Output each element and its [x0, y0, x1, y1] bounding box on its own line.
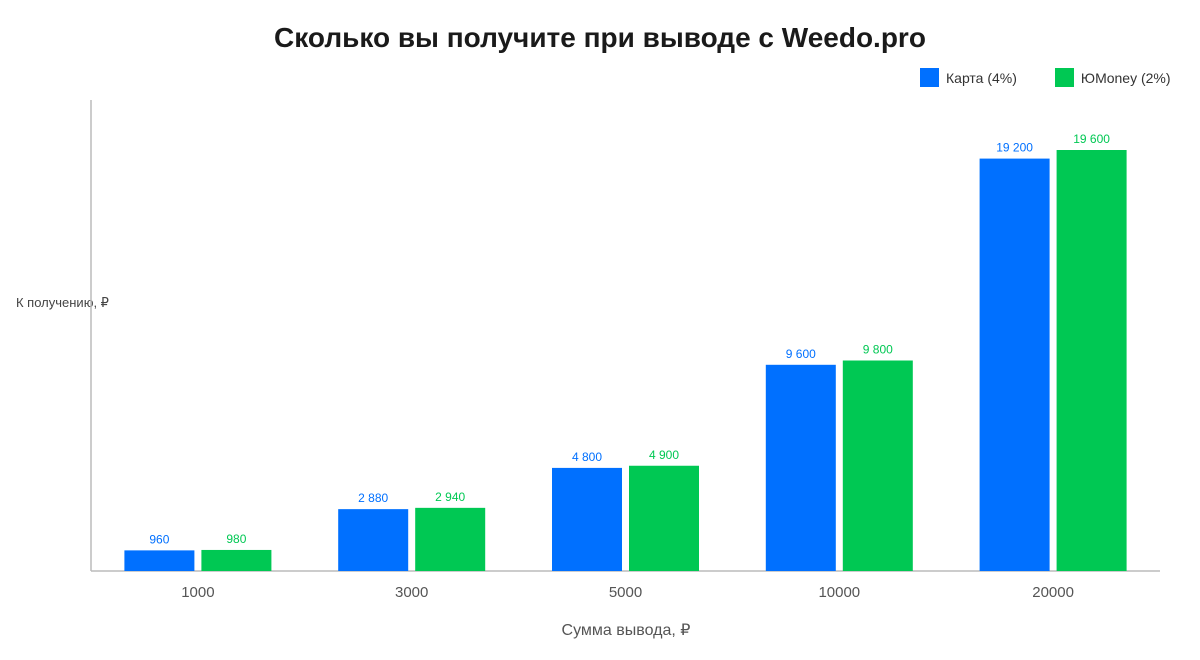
bar-yumoney-3000	[415, 507, 486, 571]
chart-title: Сколько вы получите при выводе с Weedo.p…	[274, 22, 926, 53]
bar-card-20000	[979, 158, 1050, 571]
bar-yumoney-5000	[629, 465, 699, 571]
bar-card-10000	[765, 364, 836, 571]
x-axis-label: Сумма вывода, ₽	[561, 622, 691, 639]
data-label-yumoney-5000: 4 900	[649, 448, 679, 462]
x-tick-label-3000: 3000	[395, 584, 428, 601]
legend: Карта (4%) ЮMoney (2%)	[920, 68, 1171, 87]
data-label-yumoney-1000: 980	[226, 532, 246, 546]
legend-item-yumoney: ЮMoney (2%)	[1054, 68, 1171, 87]
data-label-card-10000: 9 600	[786, 347, 816, 361]
bar-yumoney-20000	[1056, 150, 1127, 571]
x-tick-label-1000: 1000	[181, 584, 214, 601]
legend-label-card: Карта (4%)	[946, 69, 1017, 86]
bar-card-3000	[338, 509, 409, 571]
data-label-card-20000: 19 200	[996, 141, 1033, 155]
data-label-yumoney-3000: 2 940	[435, 490, 465, 504]
legend-label-yumoney: ЮMoney (2%)	[1080, 69, 1171, 86]
x-tick-label-20000: 20000	[1032, 584, 1074, 601]
x-tick-label-10000: 10000	[818, 584, 860, 601]
x-tick-label-5000: 5000	[609, 584, 642, 601]
y-axis-label: К получению, ₽	[16, 295, 109, 310]
bar-yumoney-10000	[842, 360, 913, 571]
bar-card-5000	[552, 467, 622, 571]
data-label-card-3000: 2 880	[358, 491, 388, 505]
data-label-yumoney-20000: 19 600	[1073, 132, 1110, 146]
legend-swatch-yumoney	[1054, 68, 1074, 87]
bar-card-1000	[124, 550, 195, 571]
data-label-card-5000: 4 800	[572, 450, 602, 464]
legend-item-card: Карта (4%)	[920, 68, 1017, 87]
legend-swatch-card	[920, 68, 939, 87]
bar-yumoney-1000	[201, 549, 272, 571]
data-label-card-1000: 960	[149, 532, 169, 546]
data-label-yumoney-10000: 9 800	[863, 343, 893, 357]
